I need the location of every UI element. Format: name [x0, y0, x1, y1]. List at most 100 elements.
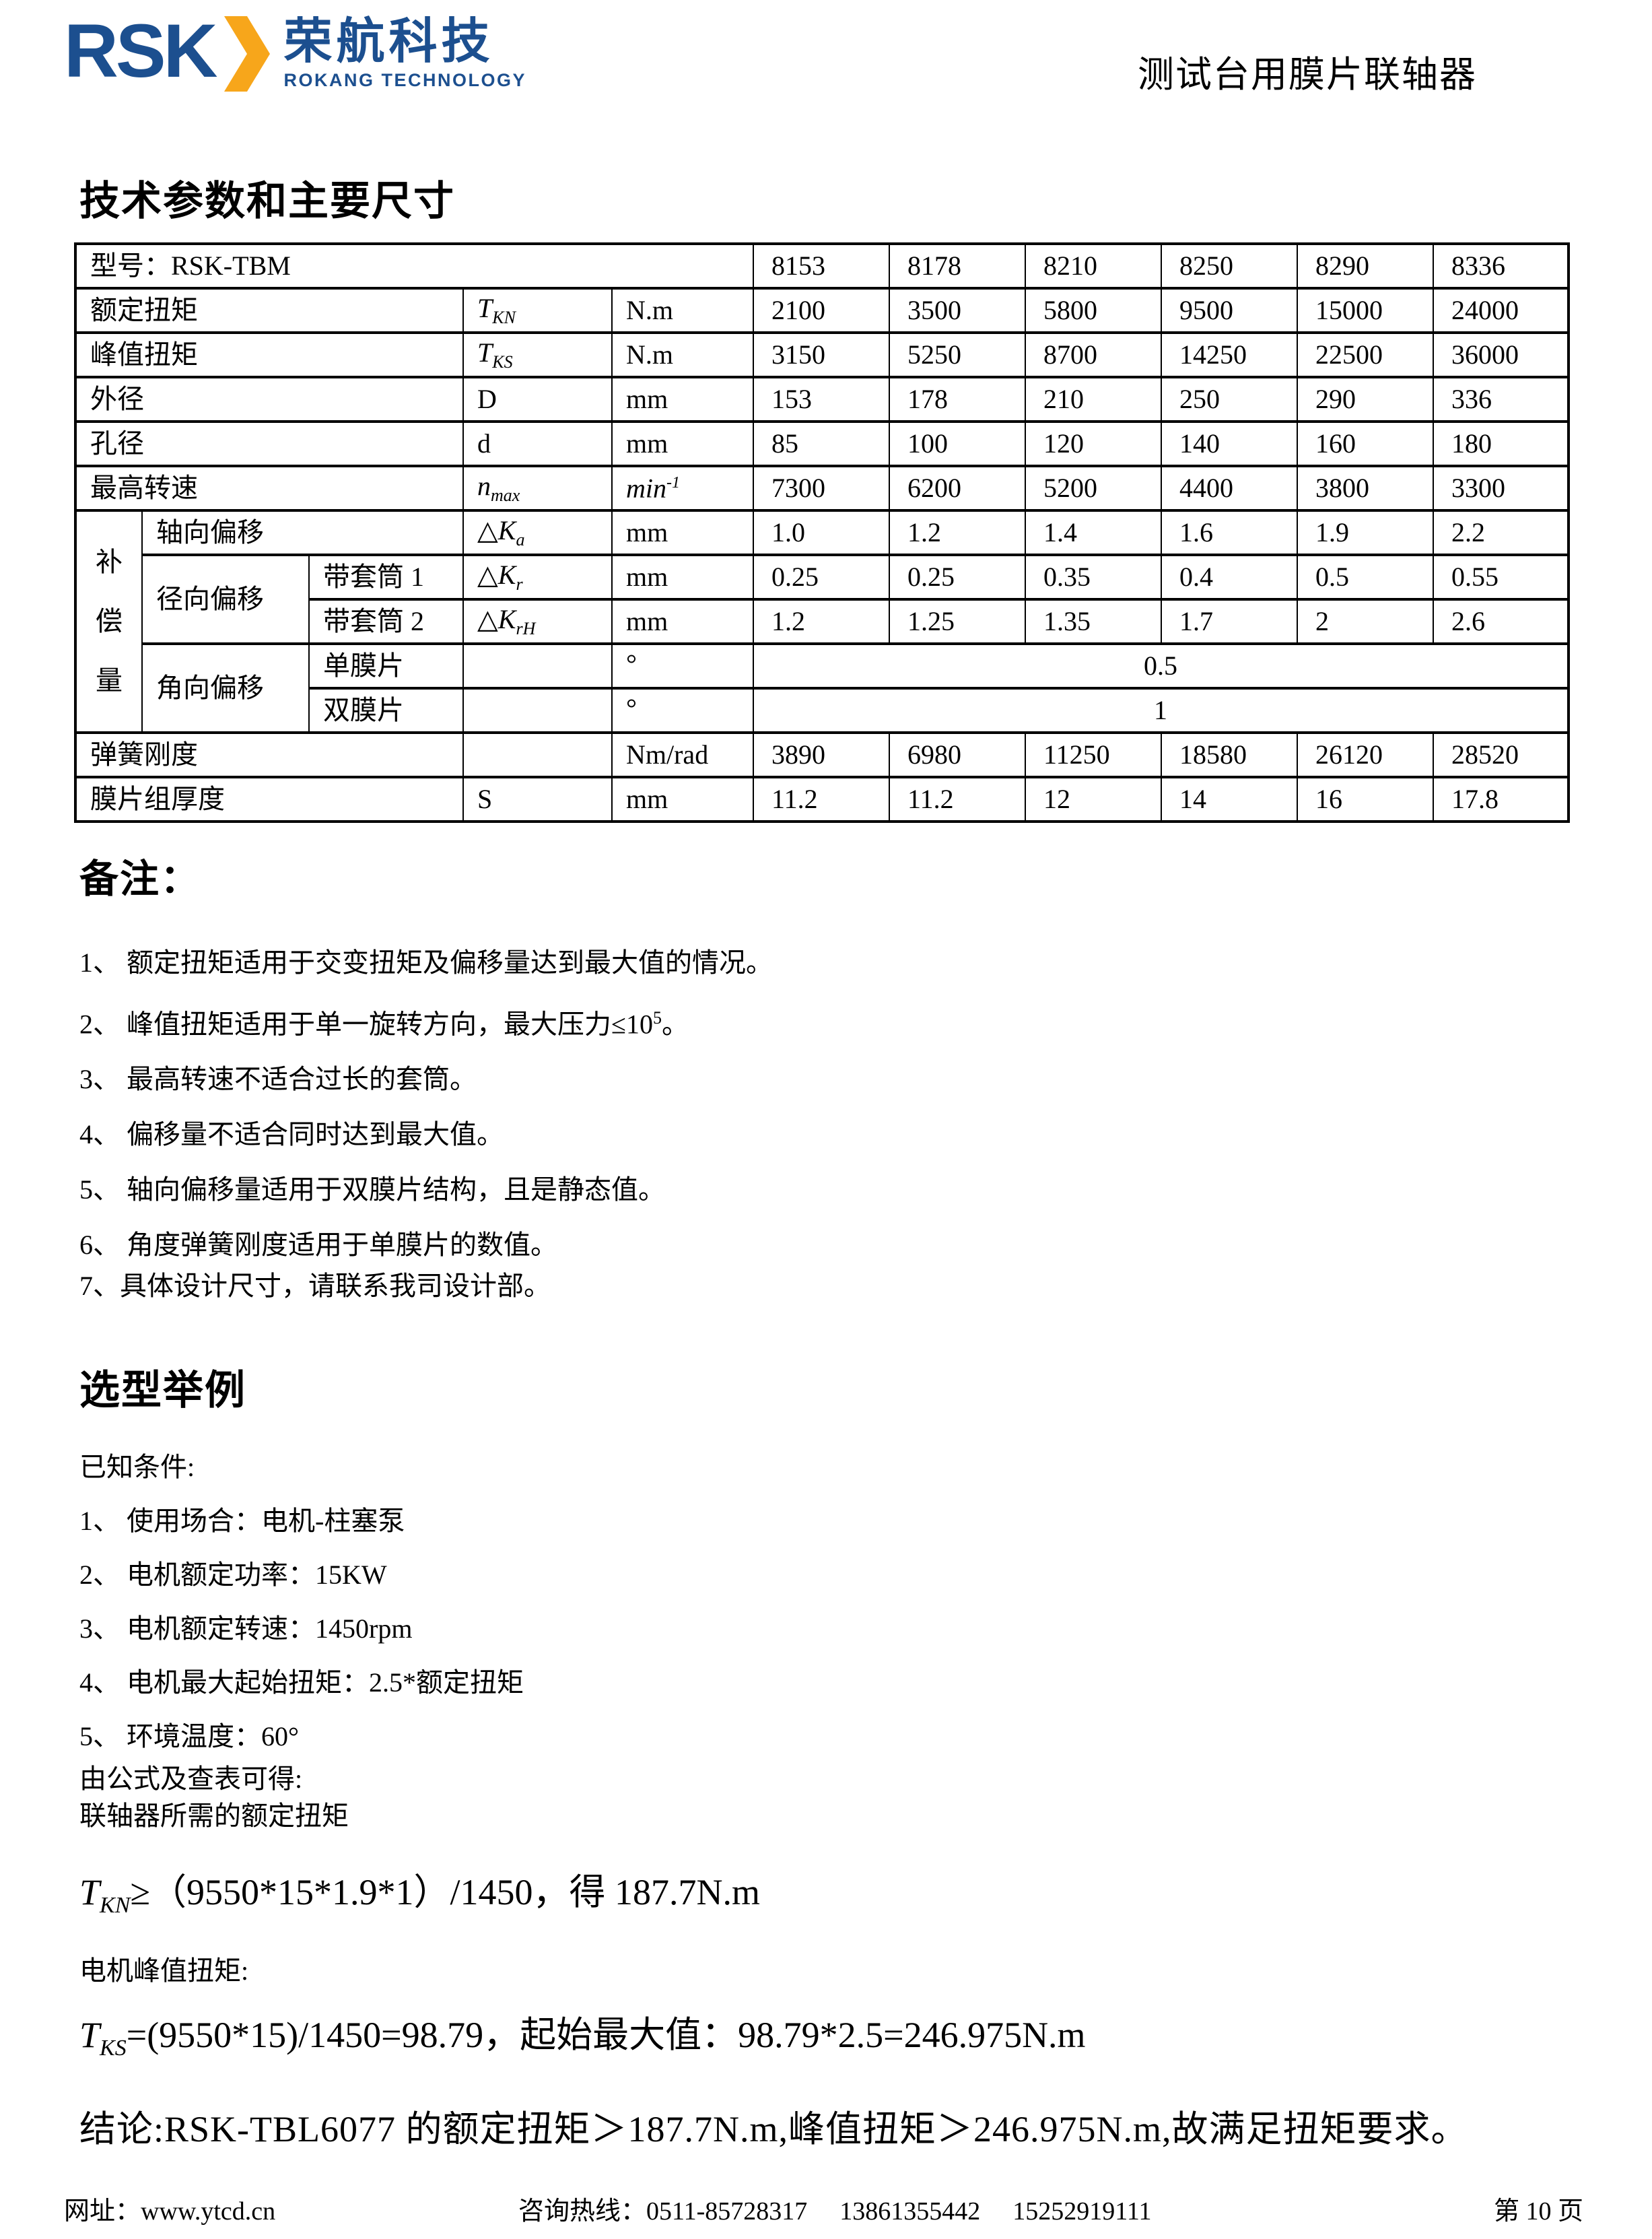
value-cell: 1.6	[1161, 509, 1299, 556]
unit-cell: °	[611, 687, 755, 734]
row-label-spring-stiffness: 弹簧刚度	[75, 731, 464, 778]
value-cell: 3800	[1297, 465, 1435, 512]
hotline-phone: 15252919111	[1012, 2197, 1152, 2226]
value-cell: 14	[1161, 776, 1299, 823]
row-label-sleeve2: 带套筒 2	[308, 598, 464, 645]
value-cell: 160	[1297, 420, 1435, 467]
value-cell: 120	[1025, 420, 1163, 467]
model-value-cell: 8336	[1433, 242, 1570, 290]
model-row-label: 型号：RSK-TBM	[74, 242, 755, 290]
unit-cell: Nm/rad	[611, 731, 755, 778]
selection-example-section: 选型举例 已知条件: 1、 使用场合：电机-柱塞泵 2、 电机额定功率：15KW…	[79, 1358, 1612, 2153]
hotline-phone: 13861355442	[839, 2197, 981, 2226]
value-cell: 0.25	[753, 554, 891, 601]
value-cell: 9500	[1161, 287, 1299, 334]
symbol-cell: TKN	[462, 287, 613, 334]
table-row-max-speed: 最高转速 nmax min-1 7300 6200 5200 4400 3800…	[75, 465, 1570, 512]
value-cell: 6200	[889, 465, 1027, 512]
table-row-spring-stiffness: 弹簧刚度 Nm/rad 3890 6980 11250 18580 26120 …	[75, 731, 1570, 778]
value-cell: 3300	[1433, 465, 1570, 512]
value-cell: 5250	[889, 331, 1027, 378]
formula-peak-torque: TKS=(9550*15)/1450=98.79，起始最大值：98.79*2.5…	[79, 2014, 1086, 2061]
model-value-cell: 8153	[753, 242, 891, 290]
row-label-rated-torque: 额定扭矩	[75, 287, 464, 334]
value-cell: 2.6	[1433, 598, 1570, 645]
value-cell: 11250	[1025, 731, 1163, 778]
note-item-3: 3、 最高转速不适合过长的套筒。	[79, 1064, 477, 1095]
logo-english-name: ROKANG TECHNOLOGY	[283, 70, 526, 90]
value-cell: 0.35	[1025, 554, 1163, 601]
selection-item-2: 2、 电机额定功率：15KW	[79, 1560, 387, 1590]
table-row-angular-double: 双膜片 ° 1	[75, 687, 1570, 734]
symbol-cell: △Ka	[462, 509, 613, 556]
row-label-max-speed: 最高转速	[75, 465, 464, 512]
conclusion-line: 结论:RSK-TBL6077 的额定扭矩＞187.7N.m,峰值扭矩＞246.9…	[79, 2108, 1468, 2149]
value-cell: 3150	[753, 331, 891, 378]
compensation-group-label: 补 偿 量	[75, 509, 143, 734]
derive-line-1: 由公式及查表可得:	[79, 1764, 303, 1794]
value-cell: 1.0	[753, 509, 891, 556]
value-cell: 15000	[1297, 287, 1435, 334]
table-row-diaphragm-thickness: 膜片组厚度 S mm 11.2 11.2 12 14 16 17.8	[75, 776, 1570, 823]
unit-cell: mm	[611, 776, 755, 823]
selection-item-3: 3、 电机额定转速：1450rpm	[79, 1613, 413, 1644]
table-row-outer-diameter: 外径 D mm 153 178 210 250 290 336	[75, 376, 1570, 423]
value-cell: 1.2	[753, 598, 891, 645]
value-cell: 11.2	[889, 776, 1027, 823]
value-cell: 140	[1161, 420, 1299, 467]
unit-cell: mm	[611, 598, 755, 645]
symbol-cell-empty	[462, 731, 613, 778]
table-row-angular-single: 角向偏移 单膜片 ° 0.5	[75, 642, 1570, 734]
page-header: RSK 荣航科技 ROKANG TECHNOLOGY 测试台用膜片联轴器	[64, 13, 1578, 109]
unit-cell: mm	[611, 420, 755, 467]
table-row-axial-offset: 补 偿 量 轴向偏移 △Ka mm 1.0 1.2 1.4 1.6 1.9 2.…	[75, 509, 1570, 734]
selection-title: 选型举例	[79, 1368, 246, 1413]
symbol-cell: D	[462, 376, 613, 423]
value-cell: 1.4	[1025, 509, 1163, 556]
company-logo: RSK 荣航科技 ROKANG TECHNOLOGY	[64, 13, 1578, 95]
symbol-cell-empty	[462, 687, 613, 734]
footer-hotline: 咨询热线：0511-85728317 13861355442 15252919111	[518, 2190, 1151, 2227]
note-item-7: 7、具体设计尺寸，请联系我司设计部。	[79, 1271, 551, 1302]
row-label-peak-torque: 峰值扭矩	[75, 331, 464, 378]
table-row-model: 型号：RSK-TBM 8153 8178 8210 8250 8290 8336	[74, 242, 1570, 290]
table-row-radial-sleeve2: 带套筒 2 △KrH mm 1.2 1.25 1.35 1.7 2 2.6	[75, 598, 1570, 645]
value-cell: 290	[1297, 376, 1435, 423]
hotline-label: 咨询热线：	[518, 2197, 647, 2226]
unit-cell: N.m	[611, 331, 755, 378]
selection-item-4: 4、 电机最大起始扭矩：2.5*额定扭矩	[79, 1667, 524, 1698]
value-cell: 22500	[1297, 331, 1435, 378]
unit-cell: °	[611, 642, 755, 690]
selection-item-5: 5、 环境温度：60°	[79, 1721, 299, 1751]
table-row-radial-sleeve1: 径向偏移 带套筒 1 △Kr mm 0.25 0.25 0.35 0.4 0.5…	[75, 554, 1570, 645]
value-cell: 0.25	[889, 554, 1027, 601]
value-cell: 1.25	[889, 598, 1027, 645]
symbol-cell: d	[462, 420, 613, 467]
value-cell: 28520	[1433, 731, 1570, 778]
value-cell: 0.55	[1433, 554, 1570, 601]
row-label-axial-offset: 轴向偏移	[141, 509, 464, 556]
derive-line-2: 联轴器所需的额定扭矩	[79, 1801, 349, 1831]
footer-website: 网址：www.ytcd.cn	[64, 2197, 276, 2226]
page-footer: 网址：www.ytcd.cn 咨询热线：0511-85728317 1386135…	[64, 2190, 1585, 2228]
row-label-radial-offset: 径向偏移	[141, 554, 310, 645]
value-cell: 3890	[753, 731, 891, 778]
row-label-outer-diameter: 外径	[75, 376, 464, 423]
symbol-cell: △KrH	[462, 598, 613, 645]
unit-cell: mm	[611, 376, 755, 423]
notes-section: 备注： 1、 额定扭矩适用于交变扭矩及偏移量达到最大值的情况。 2、 峰值扭矩适…	[79, 847, 1578, 1304]
model-value-cell: 8250	[1161, 242, 1299, 290]
value-cell: 1.35	[1025, 598, 1163, 645]
value-cell: 16	[1297, 776, 1435, 823]
value-cell: 5800	[1025, 287, 1163, 334]
value-cell: 12	[1025, 776, 1163, 823]
value-cell: 153	[753, 376, 891, 423]
value-cell: 0.4	[1161, 554, 1299, 601]
row-label-sleeve1: 带套筒 1	[308, 554, 464, 601]
value-cell: 210	[1025, 376, 1163, 423]
table-row-bore-diameter: 孔径 d mm 85 100 120 140 160 180	[75, 420, 1570, 467]
symbol-cell: △Kr	[462, 554, 613, 601]
value-cell: 1.2	[889, 509, 1027, 556]
symbol-cell: nmax	[462, 465, 613, 512]
value-cell: 11.2	[753, 776, 891, 823]
